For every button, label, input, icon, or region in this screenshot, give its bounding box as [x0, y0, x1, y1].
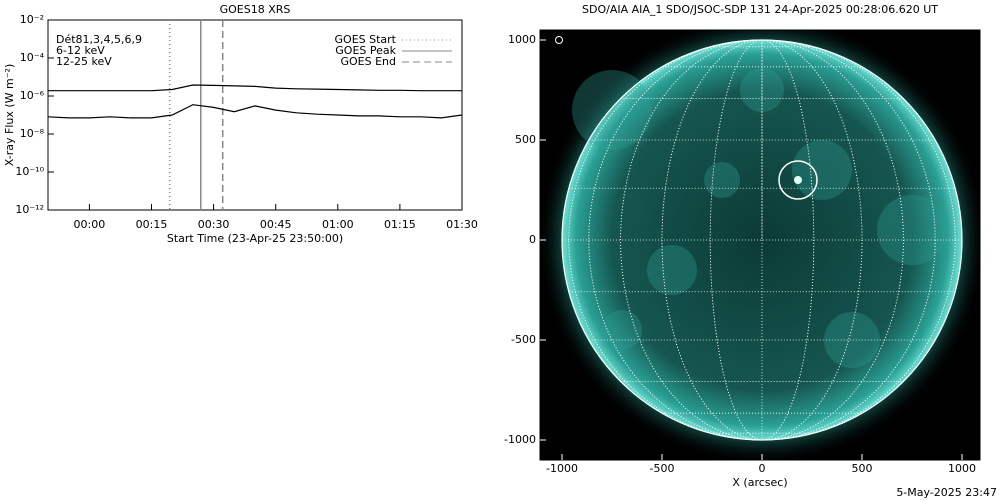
legend-label: GOES End [340, 55, 396, 68]
x-tick-label: 00:15 [136, 218, 168, 231]
y-tick-label: 0 [529, 233, 536, 246]
y-tick-label: 10⁻⁸ [20, 127, 45, 140]
y-tick-label: 10⁻¹² [15, 203, 44, 216]
flare-marker [778, 160, 818, 200]
y-tick-label: 10⁻¹⁰ [15, 165, 44, 178]
x-tick-label: 1000 [948, 462, 976, 475]
active-region [704, 162, 740, 198]
legend-symbol [555, 36, 563, 44]
y-tick-label: 10⁻² [20, 13, 44, 26]
x-tick-label: -1000 [546, 462, 578, 475]
y-tick-label: 10⁻⁶ [20, 89, 45, 102]
active-region [824, 312, 880, 368]
series-line [47, 104, 463, 119]
active-region [877, 195, 947, 265]
y-tick-label: 500 [515, 133, 536, 146]
y-axis-label: X-ray Flux (W m⁻²) [3, 64, 16, 166]
x-axis-label: Start Time (23-Apr-25 23:50:00) [167, 232, 343, 245]
legend-label: GOES Peak [335, 44, 396, 57]
x-tick-label: 500 [852, 462, 873, 475]
longitude-line [568, 39, 956, 441]
x-axis-label: X (arcsec) [732, 476, 787, 489]
flare-core [794, 176, 802, 184]
legend-label: GOES Start [335, 33, 397, 46]
longitude-line [588, 39, 936, 441]
y-tick-label: 1000 [508, 33, 536, 46]
x-tick-label: 00:30 [198, 218, 230, 231]
x-tick-label: 01:30 [446, 218, 478, 231]
active-region [602, 310, 642, 350]
plot-frame [539, 29, 981, 461]
chart-title: GOES18 XRS [220, 3, 291, 16]
x-tick-label: 00:45 [260, 218, 292, 231]
y-tick-label: 10⁻⁴ [20, 51, 45, 64]
legend-label: 12-25 keV [56, 55, 112, 68]
x-tick-label: -500 [650, 462, 675, 475]
legend-label: 6-12 keV [56, 44, 105, 57]
y-tick-label: -1000 [504, 433, 536, 446]
x-tick-label: 00:00 [74, 218, 106, 231]
chart-title: SDO/AIA AIA_1 SDO/JSOC-SDP 131 24-Apr-20… [582, 3, 938, 16]
x-tick-label: 0 [759, 462, 766, 475]
active-region [647, 245, 697, 295]
solar-image [540, 30, 980, 460]
active-region [792, 140, 852, 200]
x-tick-label: 01:00 [322, 218, 354, 231]
detectors: Dét81,3,4,5,6,9 [56, 33, 142, 46]
active-region [572, 70, 652, 150]
y-tick-label: -500 [511, 333, 536, 346]
limb [561, 39, 963, 441]
legend-label: AIA flare location [567, 33, 661, 46]
x-tick-label: 01:15 [384, 218, 416, 231]
footer: 5-May-2025 23:47 [896, 486, 997, 499]
series-line [48, 84, 462, 92]
